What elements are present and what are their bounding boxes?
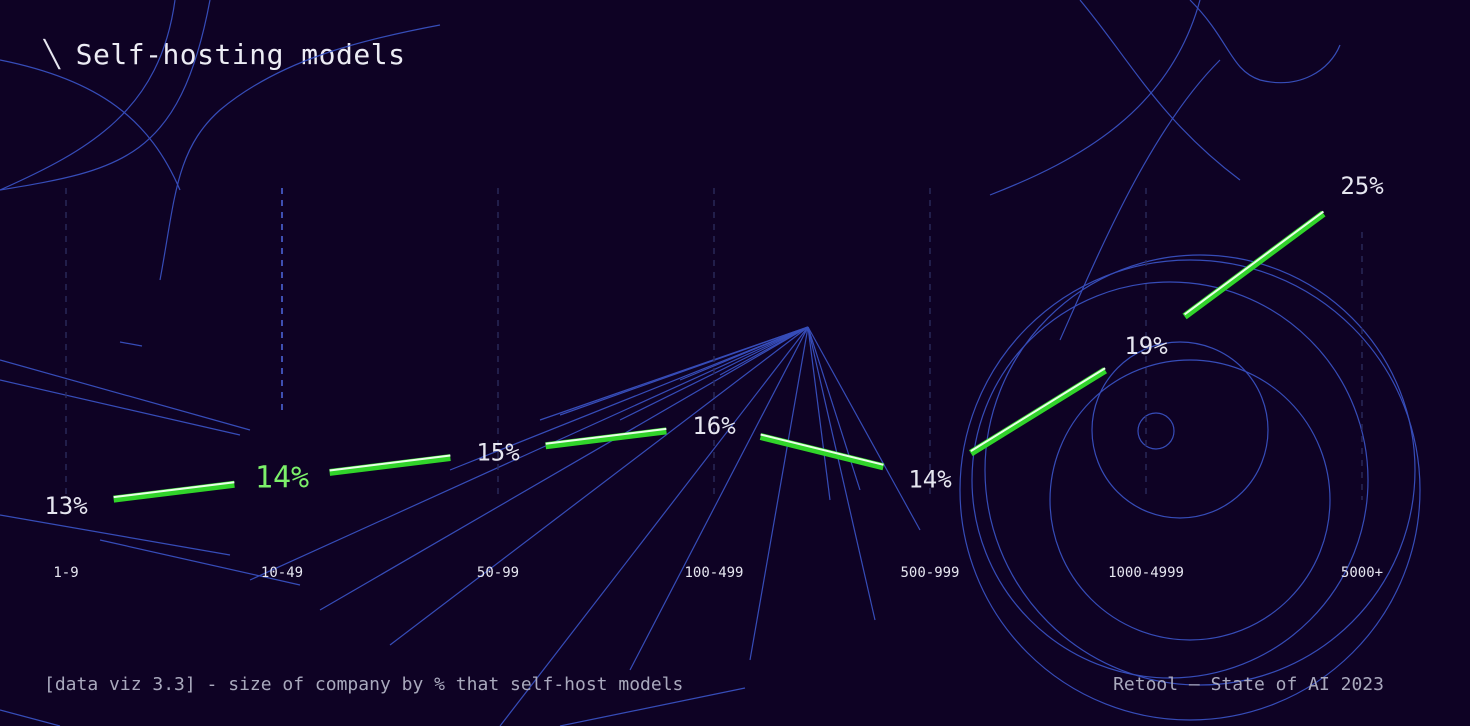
x-tick-label-1: 10-49 bbox=[261, 565, 303, 581]
chart-title: ╲ Self-hosting models bbox=[44, 38, 405, 71]
line-segment-0 bbox=[113, 480, 235, 503]
source-credit: Retool – State of AI 2023 bbox=[1113, 674, 1384, 695]
line-segment-5 bbox=[1182, 210, 1326, 320]
x-axis-tick-labels: 1-9 10-49 50-99 100-499 500-999 1000-4999 5000… bbox=[53, 565, 1383, 581]
data-label-0: 13% bbox=[44, 492, 88, 520]
category-gridlines bbox=[65, 188, 1363, 500]
x-tick-label-2: 50-99 bbox=[477, 565, 519, 581]
data-labels: 13% 14% 15% 16% 14% 19% 25% bbox=[44, 172, 1384, 520]
figure-caption: [data viz 3.3] - size of company by % th… bbox=[44, 674, 684, 695]
x-tick-label-4: 500-999 bbox=[900, 565, 959, 581]
diagonal-slash-icon: ╲ bbox=[44, 39, 60, 70]
line-segment-1 bbox=[329, 454, 451, 476]
line-segment-4 bbox=[969, 367, 1107, 457]
x-tick-label-0: 1-9 bbox=[53, 565, 78, 581]
x-tick-label-3: 100-499 bbox=[684, 565, 743, 581]
page-title: Self-hosting models bbox=[75, 38, 406, 71]
data-label-2: 15% bbox=[476, 439, 520, 467]
data-label-3: 16% bbox=[692, 412, 736, 440]
background-decoration bbox=[0, 0, 1421, 726]
x-tick-label-5: 1000-4999 bbox=[1108, 565, 1184, 581]
data-label-5: 19% bbox=[1124, 332, 1168, 360]
series-line bbox=[113, 210, 1326, 503]
x-tick-label-6: 5000+ bbox=[1341, 565, 1383, 581]
line-segment-2 bbox=[545, 427, 667, 450]
data-label-6: 25% bbox=[1340, 172, 1384, 200]
data-label-4: 14% bbox=[908, 465, 952, 493]
data-label-1: 14% bbox=[255, 460, 309, 495]
line-segment-3 bbox=[759, 433, 885, 471]
